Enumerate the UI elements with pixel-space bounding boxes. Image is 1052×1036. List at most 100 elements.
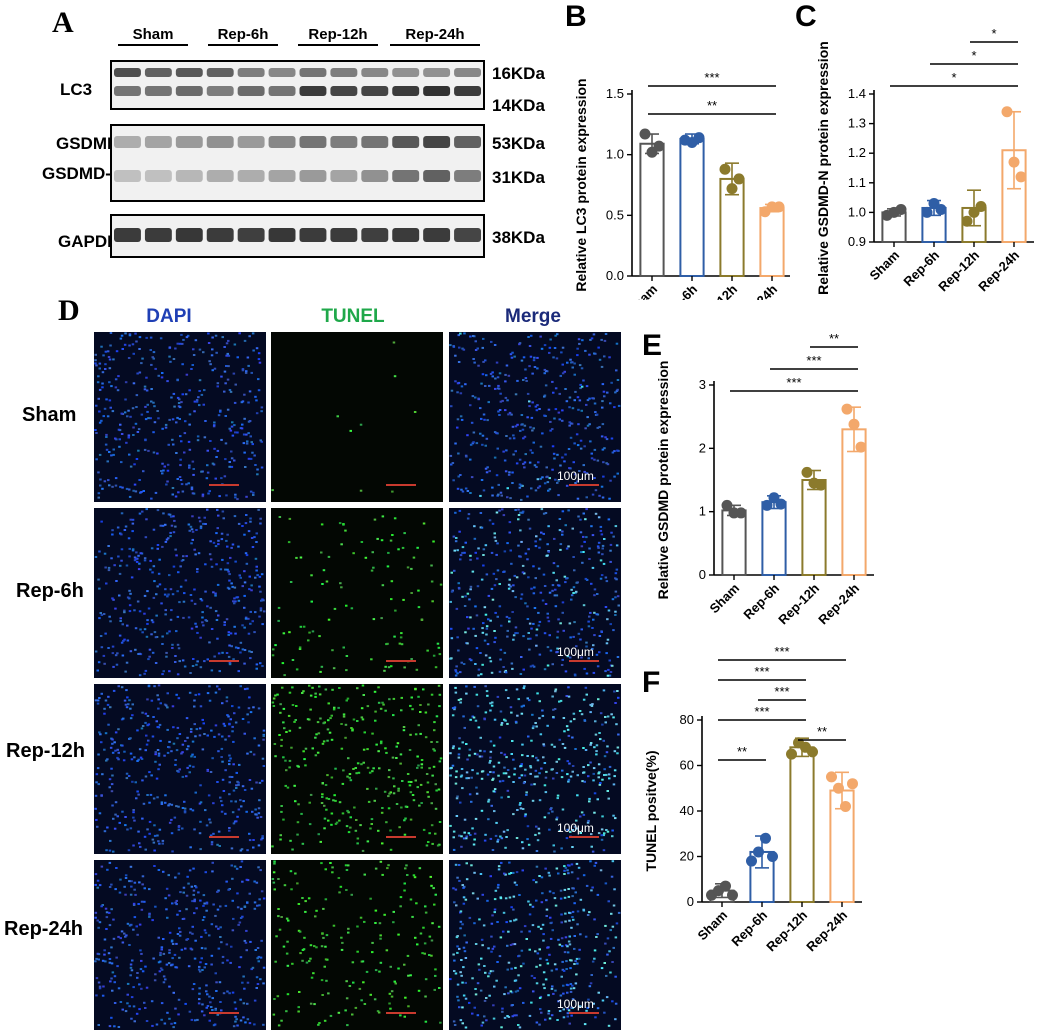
cell-nucleus [392, 777, 395, 780]
cell-nucleus [512, 781, 515, 783]
cell-nucleus [221, 651, 224, 654]
cell-nucleus [518, 483, 522, 486]
cell-nucleus [107, 695, 110, 698]
cell-nucleus [480, 1024, 483, 1027]
cell-nucleus [452, 830, 456, 833]
blot-band [392, 86, 420, 96]
cell-nucleus [509, 944, 513, 946]
cell-nucleus [474, 993, 478, 996]
cell-nucleus [613, 475, 616, 478]
cell-nucleus [504, 897, 508, 900]
cell-nucleus [554, 690, 557, 693]
scale-bar [569, 836, 599, 838]
cell-nucleus [114, 378, 118, 381]
cell-nucleus [179, 585, 183, 588]
cell-nucleus [534, 950, 537, 953]
cell-nucleus [476, 1014, 480, 1017]
cell-nucleus [317, 1023, 320, 1026]
cell-nucleus [178, 956, 181, 959]
cell-nucleus [413, 411, 417, 413]
cell-nucleus [574, 674, 577, 677]
cell-nucleus [506, 769, 510, 771]
cell-nucleus [493, 898, 497, 901]
cell-nucleus [524, 813, 527, 816]
cell-nucleus [568, 424, 571, 427]
cell-nucleus [522, 962, 525, 965]
cell-nucleus [459, 801, 462, 804]
cell-nucleus [309, 793, 313, 796]
cell-nucleus [136, 372, 139, 375]
cell-nucleus [495, 474, 499, 477]
cell-nucleus [521, 423, 524, 426]
cell-nucleus [236, 906, 240, 909]
cell-nucleus [333, 607, 337, 610]
blot-band [175, 68, 203, 77]
cell-nucleus [212, 832, 215, 835]
cell-nucleus [582, 771, 586, 774]
cell-nucleus [568, 467, 571, 470]
cell-nucleus [185, 908, 188, 911]
cell-nucleus [589, 743, 592, 746]
cell-nucleus [207, 332, 210, 335]
cell-nucleus [456, 983, 460, 986]
cell-nucleus [150, 363, 153, 366]
cell-nucleus [397, 548, 400, 551]
cell-nucleus [506, 829, 509, 832]
cell-nucleus [455, 607, 459, 610]
cell-nucleus [572, 987, 576, 990]
cell-nucleus [253, 454, 256, 457]
cell-nucleus [452, 836, 455, 839]
cell-nucleus [219, 905, 222, 908]
data-point [895, 203, 907, 215]
cell-nucleus [463, 332, 466, 335]
cell-nucleus [110, 385, 113, 388]
cell-nucleus [518, 776, 521, 779]
data-point [786, 748, 797, 760]
cell-nucleus [460, 488, 463, 491]
cell-nucleus [451, 714, 455, 717]
cell-nucleus [244, 617, 248, 620]
cell-nucleus [560, 351, 563, 354]
cell-nucleus [127, 409, 130, 412]
scale-bar [209, 660, 239, 662]
cell-nucleus [400, 632, 403, 635]
cell-nucleus [417, 724, 420, 727]
cell-nucleus [230, 457, 234, 460]
cell-nucleus [96, 919, 99, 922]
cell-nucleus [518, 803, 522, 806]
cell-nucleus [94, 807, 97, 810]
cell-nucleus [521, 428, 525, 431]
cell-nucleus [325, 979, 328, 982]
cell-nucleus [499, 491, 503, 494]
cell-nucleus [495, 821, 498, 824]
cell-nucleus [257, 378, 260, 381]
cell-nucleus [120, 512, 124, 515]
cell-nucleus [202, 894, 206, 897]
cell-nucleus [262, 966, 266, 969]
cell-nucleus [466, 642, 469, 645]
cell-nucleus [160, 968, 164, 971]
cell-nucleus [388, 1002, 391, 1005]
cell-nucleus [487, 401, 490, 404]
cell-nucleus [109, 344, 112, 347]
blot-band [237, 68, 265, 77]
cell-nucleus [137, 428, 141, 431]
cell-nucleus [612, 716, 615, 719]
cell-nucleus [491, 970, 495, 973]
cell-nucleus [528, 622, 532, 625]
cell-nucleus [249, 622, 252, 625]
cell-nucleus [585, 385, 589, 388]
cell-nucleus [558, 700, 561, 703]
cell-nucleus [400, 709, 403, 712]
cell-nucleus [470, 800, 473, 803]
cell-nucleus [474, 817, 478, 820]
cell-nucleus [505, 836, 508, 838]
cell-nucleus [98, 985, 102, 988]
cell-nucleus [598, 635, 602, 637]
cell-nucleus [194, 885, 197, 887]
cell-nucleus [438, 693, 442, 696]
cell-nucleus [254, 464, 257, 466]
cell-nucleus [176, 769, 179, 772]
cell-nucleus [252, 839, 255, 841]
